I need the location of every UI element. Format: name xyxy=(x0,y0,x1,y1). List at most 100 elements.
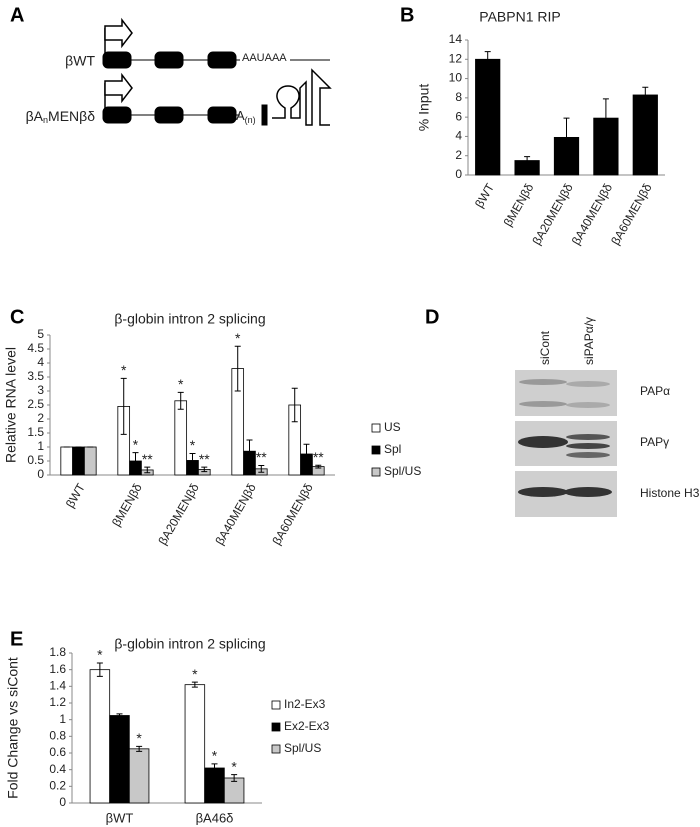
error-bar xyxy=(136,745,143,752)
x-tick-label: βA20MENβδ xyxy=(529,181,576,248)
y-tick-label: 2 xyxy=(37,411,44,425)
y-tick-label: 0.8 xyxy=(49,729,66,743)
y-tick-label: 4 xyxy=(37,355,44,369)
bar xyxy=(83,446,97,476)
construct-label: βWT xyxy=(65,53,95,69)
y-tick-label: 0.6 xyxy=(49,745,66,759)
bar xyxy=(89,669,111,804)
y-axis-label: Relative RNA level xyxy=(3,347,19,463)
bar xyxy=(60,446,74,476)
error-bar xyxy=(191,681,198,688)
y-tick-label: 12 xyxy=(449,51,463,65)
significance-label: * xyxy=(133,436,139,452)
x-tick-label: βWT xyxy=(63,481,88,511)
error-bar xyxy=(201,466,208,473)
error-bar xyxy=(258,464,265,473)
y-tick-label: 1.8 xyxy=(49,645,66,659)
y-tick-label: 4 xyxy=(455,129,462,143)
y-tick-label: 2.5 xyxy=(27,397,44,411)
legend-swatch xyxy=(271,744,281,754)
y-tick-label: 10 xyxy=(449,71,463,85)
error-bar xyxy=(234,345,241,392)
error-bar xyxy=(231,774,238,782)
legend-swatch xyxy=(371,467,381,477)
significance-label: * xyxy=(235,330,241,346)
error-bar xyxy=(120,377,127,435)
y-tick-label: 0.4 xyxy=(49,762,66,776)
x-tick-label: βMENβδ xyxy=(109,481,145,529)
y-tick-label: 1.6 xyxy=(49,662,66,676)
x-tick-label: βWT xyxy=(106,810,134,825)
significance-label: ** xyxy=(199,451,210,467)
legend-label: US xyxy=(384,420,401,434)
significance-label: * xyxy=(231,758,237,774)
tail-label: A(n) xyxy=(236,108,256,125)
y-tick-label: 1.2 xyxy=(49,695,66,709)
x-tick-label: βA40MENβδ xyxy=(212,481,259,548)
bar xyxy=(109,715,130,804)
western-blot xyxy=(515,370,617,517)
error-bar xyxy=(642,86,649,104)
significance-label: * xyxy=(121,362,127,378)
bar xyxy=(128,748,150,804)
bar xyxy=(72,446,85,476)
bar xyxy=(204,767,225,804)
error-bar xyxy=(484,51,491,68)
significance-label: * xyxy=(136,730,142,746)
y-tick-label: 3 xyxy=(37,383,44,397)
error-bar xyxy=(116,713,123,718)
y-tick-label: 0 xyxy=(37,467,44,481)
bar xyxy=(593,117,619,176)
error-bar xyxy=(246,439,253,463)
panel-label: B xyxy=(400,4,414,26)
significance-label: * xyxy=(190,437,196,453)
y-tick-label: 2 xyxy=(455,148,462,162)
significance-label: * xyxy=(178,376,184,392)
construct-label: βAnMENβδ xyxy=(26,108,96,126)
error-bar xyxy=(177,391,184,410)
y-tick-label: 0.5 xyxy=(27,453,44,467)
lane-label: siCont xyxy=(538,330,552,365)
significance-label: ** xyxy=(256,449,267,465)
y-tick-label: 0 xyxy=(455,167,462,181)
significance-label: * xyxy=(212,748,218,764)
y-axis-label: % Input xyxy=(416,84,432,132)
x-tick-label: βA60MENβδ xyxy=(269,481,316,548)
y-tick-label: 1.5 xyxy=(27,425,44,439)
error-bar xyxy=(291,387,298,423)
chart-title: β-globin intron 2 splicing xyxy=(114,636,265,652)
y-tick-label: 5 xyxy=(37,327,44,341)
band-label: PAPα xyxy=(640,384,670,398)
x-tick-label: βWT xyxy=(472,181,497,211)
legend-swatch xyxy=(271,722,281,732)
bar xyxy=(174,400,188,476)
chart-title: β-globin intron 2 splicing xyxy=(114,311,265,327)
legend-label: Spl/US xyxy=(284,741,321,755)
error-bar xyxy=(315,464,322,469)
error-bar xyxy=(563,117,570,158)
significance-label: ** xyxy=(313,449,324,465)
error-bar xyxy=(132,452,139,470)
band-label: Histone H3 xyxy=(640,486,700,500)
y-tick-label: 0 xyxy=(59,795,66,809)
legend-label: Spl/US xyxy=(384,464,421,478)
significance-label: * xyxy=(192,666,198,682)
y-tick-label: 1 xyxy=(59,712,66,726)
error-bar xyxy=(524,156,531,165)
error-bar xyxy=(189,452,196,468)
x-tick-label: βA60MENβδ xyxy=(608,181,655,248)
legend-label: Ex2-Ex3 xyxy=(284,719,330,733)
bar xyxy=(632,94,658,176)
lane-label: siPAPα/γ xyxy=(582,317,596,365)
y-axis-label: Fold Change vs siCont xyxy=(5,657,21,799)
legend-swatch xyxy=(371,423,381,433)
error-bar xyxy=(303,443,310,465)
chart-title: PABPN1 RIP xyxy=(479,9,560,25)
y-tick-label: 1.4 xyxy=(49,679,66,693)
panel-label: C xyxy=(10,306,24,328)
y-tick-label: 1 xyxy=(37,439,44,453)
panel-label: A xyxy=(10,4,24,26)
legend-label: In2-Ex3 xyxy=(284,697,326,711)
